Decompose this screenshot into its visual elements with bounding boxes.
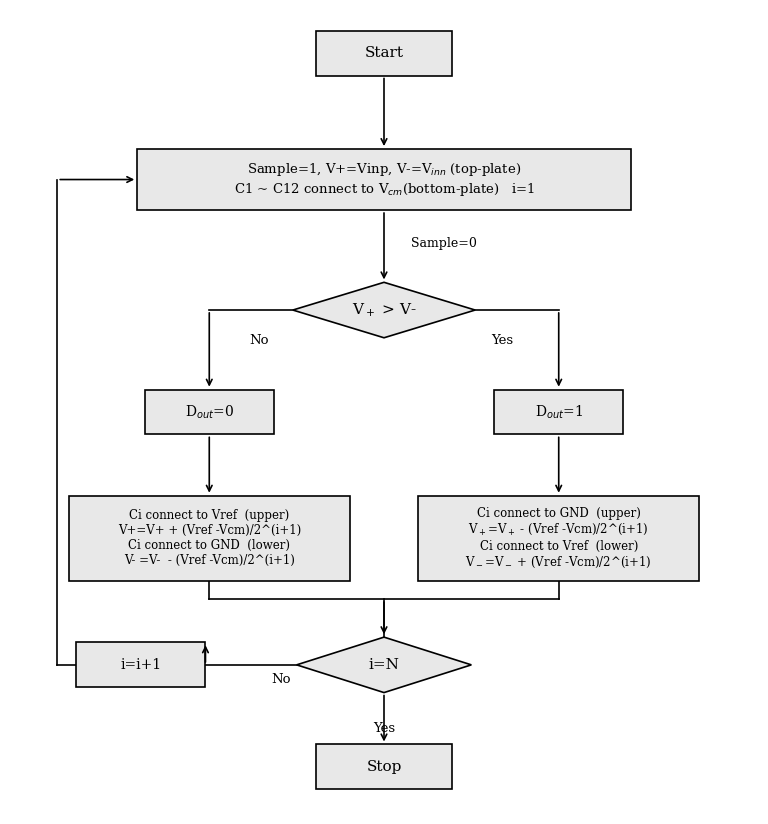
Text: No: No bbox=[272, 673, 291, 686]
Text: Start: Start bbox=[365, 46, 403, 60]
Text: Sample=0: Sample=0 bbox=[411, 236, 476, 250]
Text: Yes: Yes bbox=[491, 334, 513, 347]
Text: No: No bbox=[249, 334, 268, 347]
Polygon shape bbox=[296, 637, 472, 693]
Text: i=i+1: i=i+1 bbox=[121, 658, 161, 672]
Text: Ci connect to Vref  (upper)
V+=V+ + (Vref -Vcm)/2^(i+1)
Ci connect to GND  (lowe: Ci connect to Vref (upper) V+=V+ + (Vref… bbox=[118, 509, 301, 568]
FancyBboxPatch shape bbox=[137, 149, 631, 210]
FancyBboxPatch shape bbox=[316, 744, 452, 789]
Text: D$_{out}$=0: D$_{out}$=0 bbox=[185, 403, 233, 421]
FancyBboxPatch shape bbox=[494, 390, 624, 434]
Text: Yes: Yes bbox=[373, 722, 395, 735]
Text: Ci connect to GND  (upper)
V$_+$=V$_+$ - (Vref -Vcm)/2^(i+1)
Ci connect to Vref : Ci connect to GND (upper) V$_+$=V$_+$ - … bbox=[465, 507, 652, 569]
FancyBboxPatch shape bbox=[316, 30, 452, 76]
FancyBboxPatch shape bbox=[144, 390, 274, 434]
FancyBboxPatch shape bbox=[419, 495, 699, 581]
Text: Stop: Stop bbox=[366, 760, 402, 774]
Text: D$_{out}$=1: D$_{out}$=1 bbox=[535, 403, 583, 421]
Text: Sample=1, V+=Vinp, V-=V$_{inn}$ (top-plate)
C1 ~ C12 connect to V$_{cm}$(bottom-: Sample=1, V+=Vinp, V-=V$_{inn}$ (top-pla… bbox=[233, 162, 535, 198]
Text: V$_+$ > V-: V$_+$ > V- bbox=[352, 302, 416, 319]
Polygon shape bbox=[293, 283, 475, 338]
FancyBboxPatch shape bbox=[76, 643, 206, 687]
FancyBboxPatch shape bbox=[69, 495, 349, 581]
Text: i=N: i=N bbox=[369, 658, 399, 672]
